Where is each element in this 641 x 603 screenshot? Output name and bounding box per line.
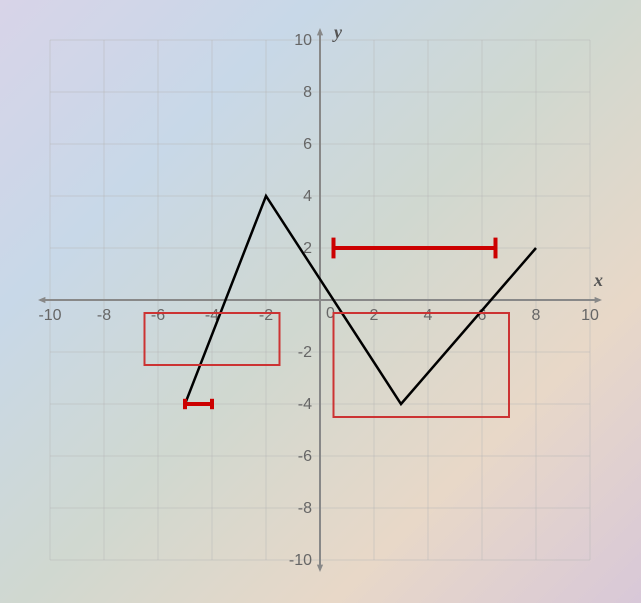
x-tick-label: 4 (424, 307, 433, 324)
x-tick-label: 2 (370, 307, 379, 324)
x-axis-label: x (593, 270, 603, 290)
chart-svg: -10-8-6-4-20246810-10-8-6-4-2246810xy (20, 20, 620, 580)
y-tick-label: -4 (298, 396, 312, 413)
x-tick-label: -8 (97, 307, 111, 324)
coordinate-plane-chart: -10-8-6-4-20246810-10-8-6-4-2246810xy (20, 20, 620, 580)
y-tick-label: -10 (289, 552, 312, 569)
x-tick-label: -6 (151, 307, 165, 324)
x-tick-label: -2 (259, 307, 273, 324)
highlight-rect (334, 313, 510, 417)
x-tick-label: 10 (581, 307, 599, 324)
y-tick-label: 4 (303, 188, 312, 205)
x-tick-label: -10 (38, 307, 61, 324)
y-tick-label: -2 (298, 344, 312, 361)
y-tick-label: 10 (294, 32, 312, 49)
x-tick-label: 8 (532, 307, 541, 324)
y-tick-label: -6 (298, 448, 312, 465)
y-tick-label: 8 (303, 84, 312, 101)
y-axis-label: y (332, 22, 343, 42)
y-tick-label: -8 (298, 500, 312, 517)
y-tick-label: 6 (303, 136, 312, 153)
